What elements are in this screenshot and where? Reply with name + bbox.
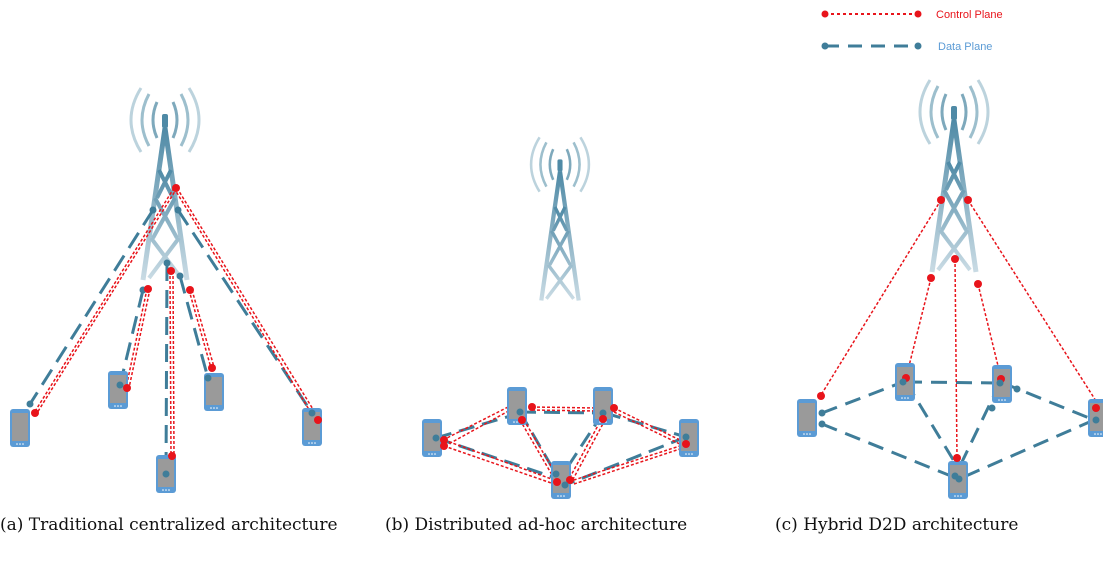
panel-centralized	[10, 88, 322, 493]
caption-hybrid: (c) Hybrid D2D architecture	[775, 515, 1019, 535]
control-plane-links	[33, 187, 320, 457]
legend-control-plane: Control Plane	[821, 9, 1003, 21]
legend-data-label: Data Plane	[938, 41, 992, 53]
cell-tower-icon	[920, 80, 988, 272]
panel-distributed	[422, 137, 699, 499]
devices	[797, 363, 1103, 499]
cell-tower-icon	[131, 88, 199, 280]
legend: Control Plane Data Plane	[821, 9, 1003, 53]
caption-centralized: (a) Traditional centralized architecture	[0, 515, 338, 535]
smartphone-icon	[10, 409, 30, 447]
control-plane-links	[820, 199, 1097, 459]
data-endpoints	[139, 206, 184, 294]
device-endpoints	[26, 364, 322, 478]
tower-endpoints	[927, 196, 982, 288]
device-endpoints	[432, 403, 690, 489]
smartphone-icon	[797, 399, 817, 437]
control-endpoints	[144, 184, 194, 294]
device-endpoints	[817, 374, 1100, 483]
legend-data-plane: Data Plane	[821, 41, 992, 53]
data-plane-links	[28, 209, 314, 475]
caption-distributed: (b) Distributed ad-hoc architecture	[385, 515, 688, 535]
cell-tower-icon	[531, 137, 589, 300]
panel-hybrid	[797, 80, 1103, 499]
legend-control-label: Control Plane	[936, 9, 1003, 21]
